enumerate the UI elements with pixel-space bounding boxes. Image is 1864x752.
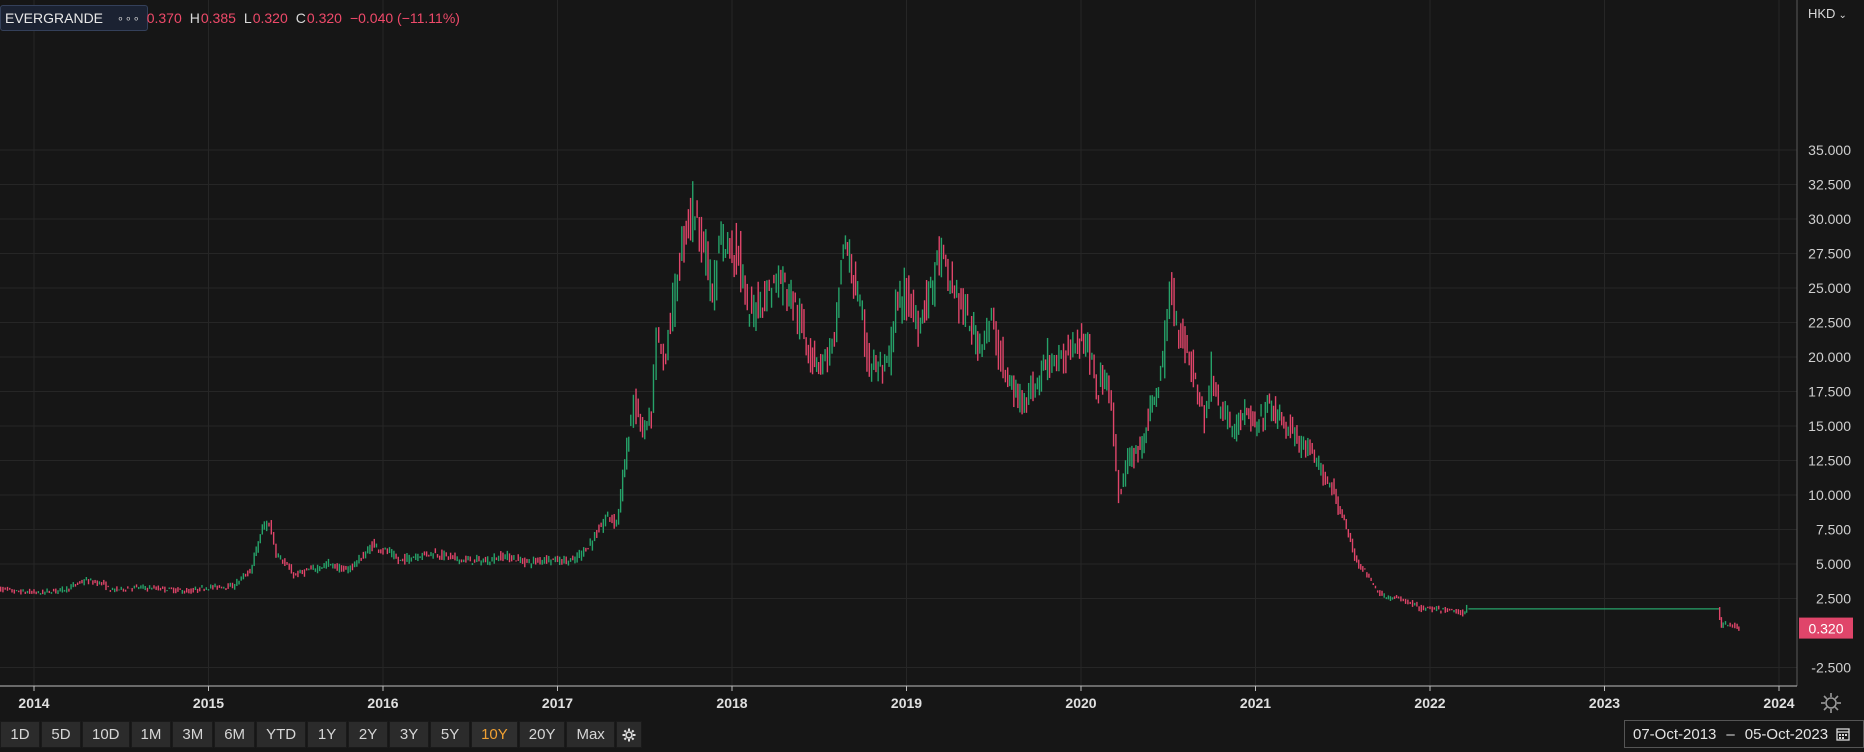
y-tick-label: 15.000	[1808, 418, 1851, 434]
more-icon[interactable]: ∘∘∘	[117, 12, 141, 25]
y-tick-label: 22.500	[1808, 315, 1851, 331]
price-series	[0, 181, 1740, 631]
x-tick-label: 2014	[18, 695, 49, 711]
symbol-box[interactable]: EVERGRANDE ∘∘∘	[0, 5, 148, 31]
low-label: L	[243, 10, 252, 26]
x-tick-label: 2017	[542, 695, 573, 711]
x-tick-label: 2022	[1414, 695, 1445, 711]
y-tick-label: -2.500	[1811, 660, 1851, 676]
range-button-1y[interactable]: 1Y	[307, 721, 348, 748]
y-axis: 35.000 32.500 30.000 27.500 25.000 22.500 20.0…	[1808, 142, 1851, 676]
currency-label: HKD	[1808, 6, 1836, 21]
high-value: 0.385	[200, 10, 236, 26]
x-tick-label: 2016	[367, 695, 398, 711]
x-tick-label: 2019	[891, 695, 922, 711]
y-tick-label: 12.500	[1808, 453, 1851, 469]
currency-selector[interactable]: HKD ⌄	[1808, 6, 1847, 21]
ohlc-values: 0.370 H 0.385 L 0.320 C 0.320 −0.040 (−1…	[146, 10, 460, 26]
date-to: 05-Oct-2023	[1744, 725, 1829, 743]
y-tick-label: 7.500	[1816, 522, 1851, 538]
range-button-ytd[interactable]: YTD	[256, 721, 307, 748]
x-axis: 2014 2015 2016 2017 2018 2019 2020 2021 2022 2023…	[18, 686, 1795, 711]
date-separator: –	[1726, 725, 1735, 743]
range-toolbar: 1D 5D 10D 1M 3M 6M YTD 1Y 2Y 3Y 5Y 10Y 20Y Max	[0, 721, 643, 748]
range-button-3m[interactable]: 3M	[172, 721, 214, 748]
range-button-3y[interactable]: 3Y	[389, 721, 430, 748]
range-button-1m[interactable]: 1M	[130, 721, 172, 748]
open-value: 0.370	[146, 10, 182, 26]
legend: EVERGRANDE ∘∘∘ 0.370 H 0.385 L 0.320 C 0…	[0, 5, 460, 31]
symbol-label: EVERGRANDE	[5, 10, 104, 26]
chevron-down-icon: ⌄	[1838, 10, 1847, 21]
date-from: 07-Oct-2013	[1633, 725, 1717, 743]
y-tick-label: 2.500	[1816, 591, 1851, 607]
y-tick-label: 10.000	[1808, 487, 1851, 503]
y-tick-label: 30.000	[1808, 211, 1851, 227]
y-tick-label: 17.500	[1808, 384, 1851, 400]
range-settings-button[interactable]	[615, 721, 642, 748]
y-tick-label: 35.000	[1808, 142, 1851, 158]
x-tick-label: 2023	[1589, 695, 1620, 711]
x-tick-label: 2024	[1763, 695, 1794, 711]
y-tick-label: 27.500	[1808, 246, 1851, 262]
low-value: 0.320	[252, 10, 288, 26]
last-price-tag: 0.320	[1799, 617, 1853, 639]
svg-text:0.320: 0.320	[1808, 621, 1843, 637]
settings-gear-icon[interactable]	[1820, 692, 1842, 714]
grid-lines	[0, 0, 1797, 686]
x-tick-label: 2015	[193, 695, 224, 711]
high-label: H	[189, 10, 200, 26]
calendar-icon[interactable]	[1836, 727, 1850, 741]
x-tick-label: 2021	[1240, 695, 1271, 711]
range-button-5y[interactable]: 5Y	[430, 721, 471, 748]
range-button-10y[interactable]: 10Y	[471, 721, 518, 748]
x-tick-label: 2018	[716, 695, 747, 711]
close-label: C	[295, 10, 306, 26]
y-tick-label: 32.500	[1808, 177, 1851, 193]
range-button-2y[interactable]: 2Y	[348, 721, 389, 748]
range-button-1d[interactable]: 1D	[0, 721, 40, 748]
date-range-picker[interactable]: 07-Oct-2013 – 05-Oct-2023	[1624, 720, 1864, 748]
range-button-5d[interactable]: 5D	[41, 721, 81, 748]
range-button-6m[interactable]: 6M	[214, 721, 256, 748]
y-tick-label: 5.000	[1816, 556, 1851, 572]
close-value: 0.320	[306, 10, 342, 26]
y-tick-label: 25.000	[1808, 280, 1851, 296]
change-value: −0.040 (−11.11%)	[349, 10, 460, 26]
y-tick-label: 20.000	[1808, 349, 1851, 365]
gear-icon	[622, 728, 636, 741]
range-button-max[interactable]: Max	[566, 721, 615, 748]
range-button-20y[interactable]: 20Y	[518, 721, 566, 748]
range-button-10d[interactable]: 10D	[82, 721, 130, 748]
x-tick-label: 2020	[1065, 695, 1096, 711]
